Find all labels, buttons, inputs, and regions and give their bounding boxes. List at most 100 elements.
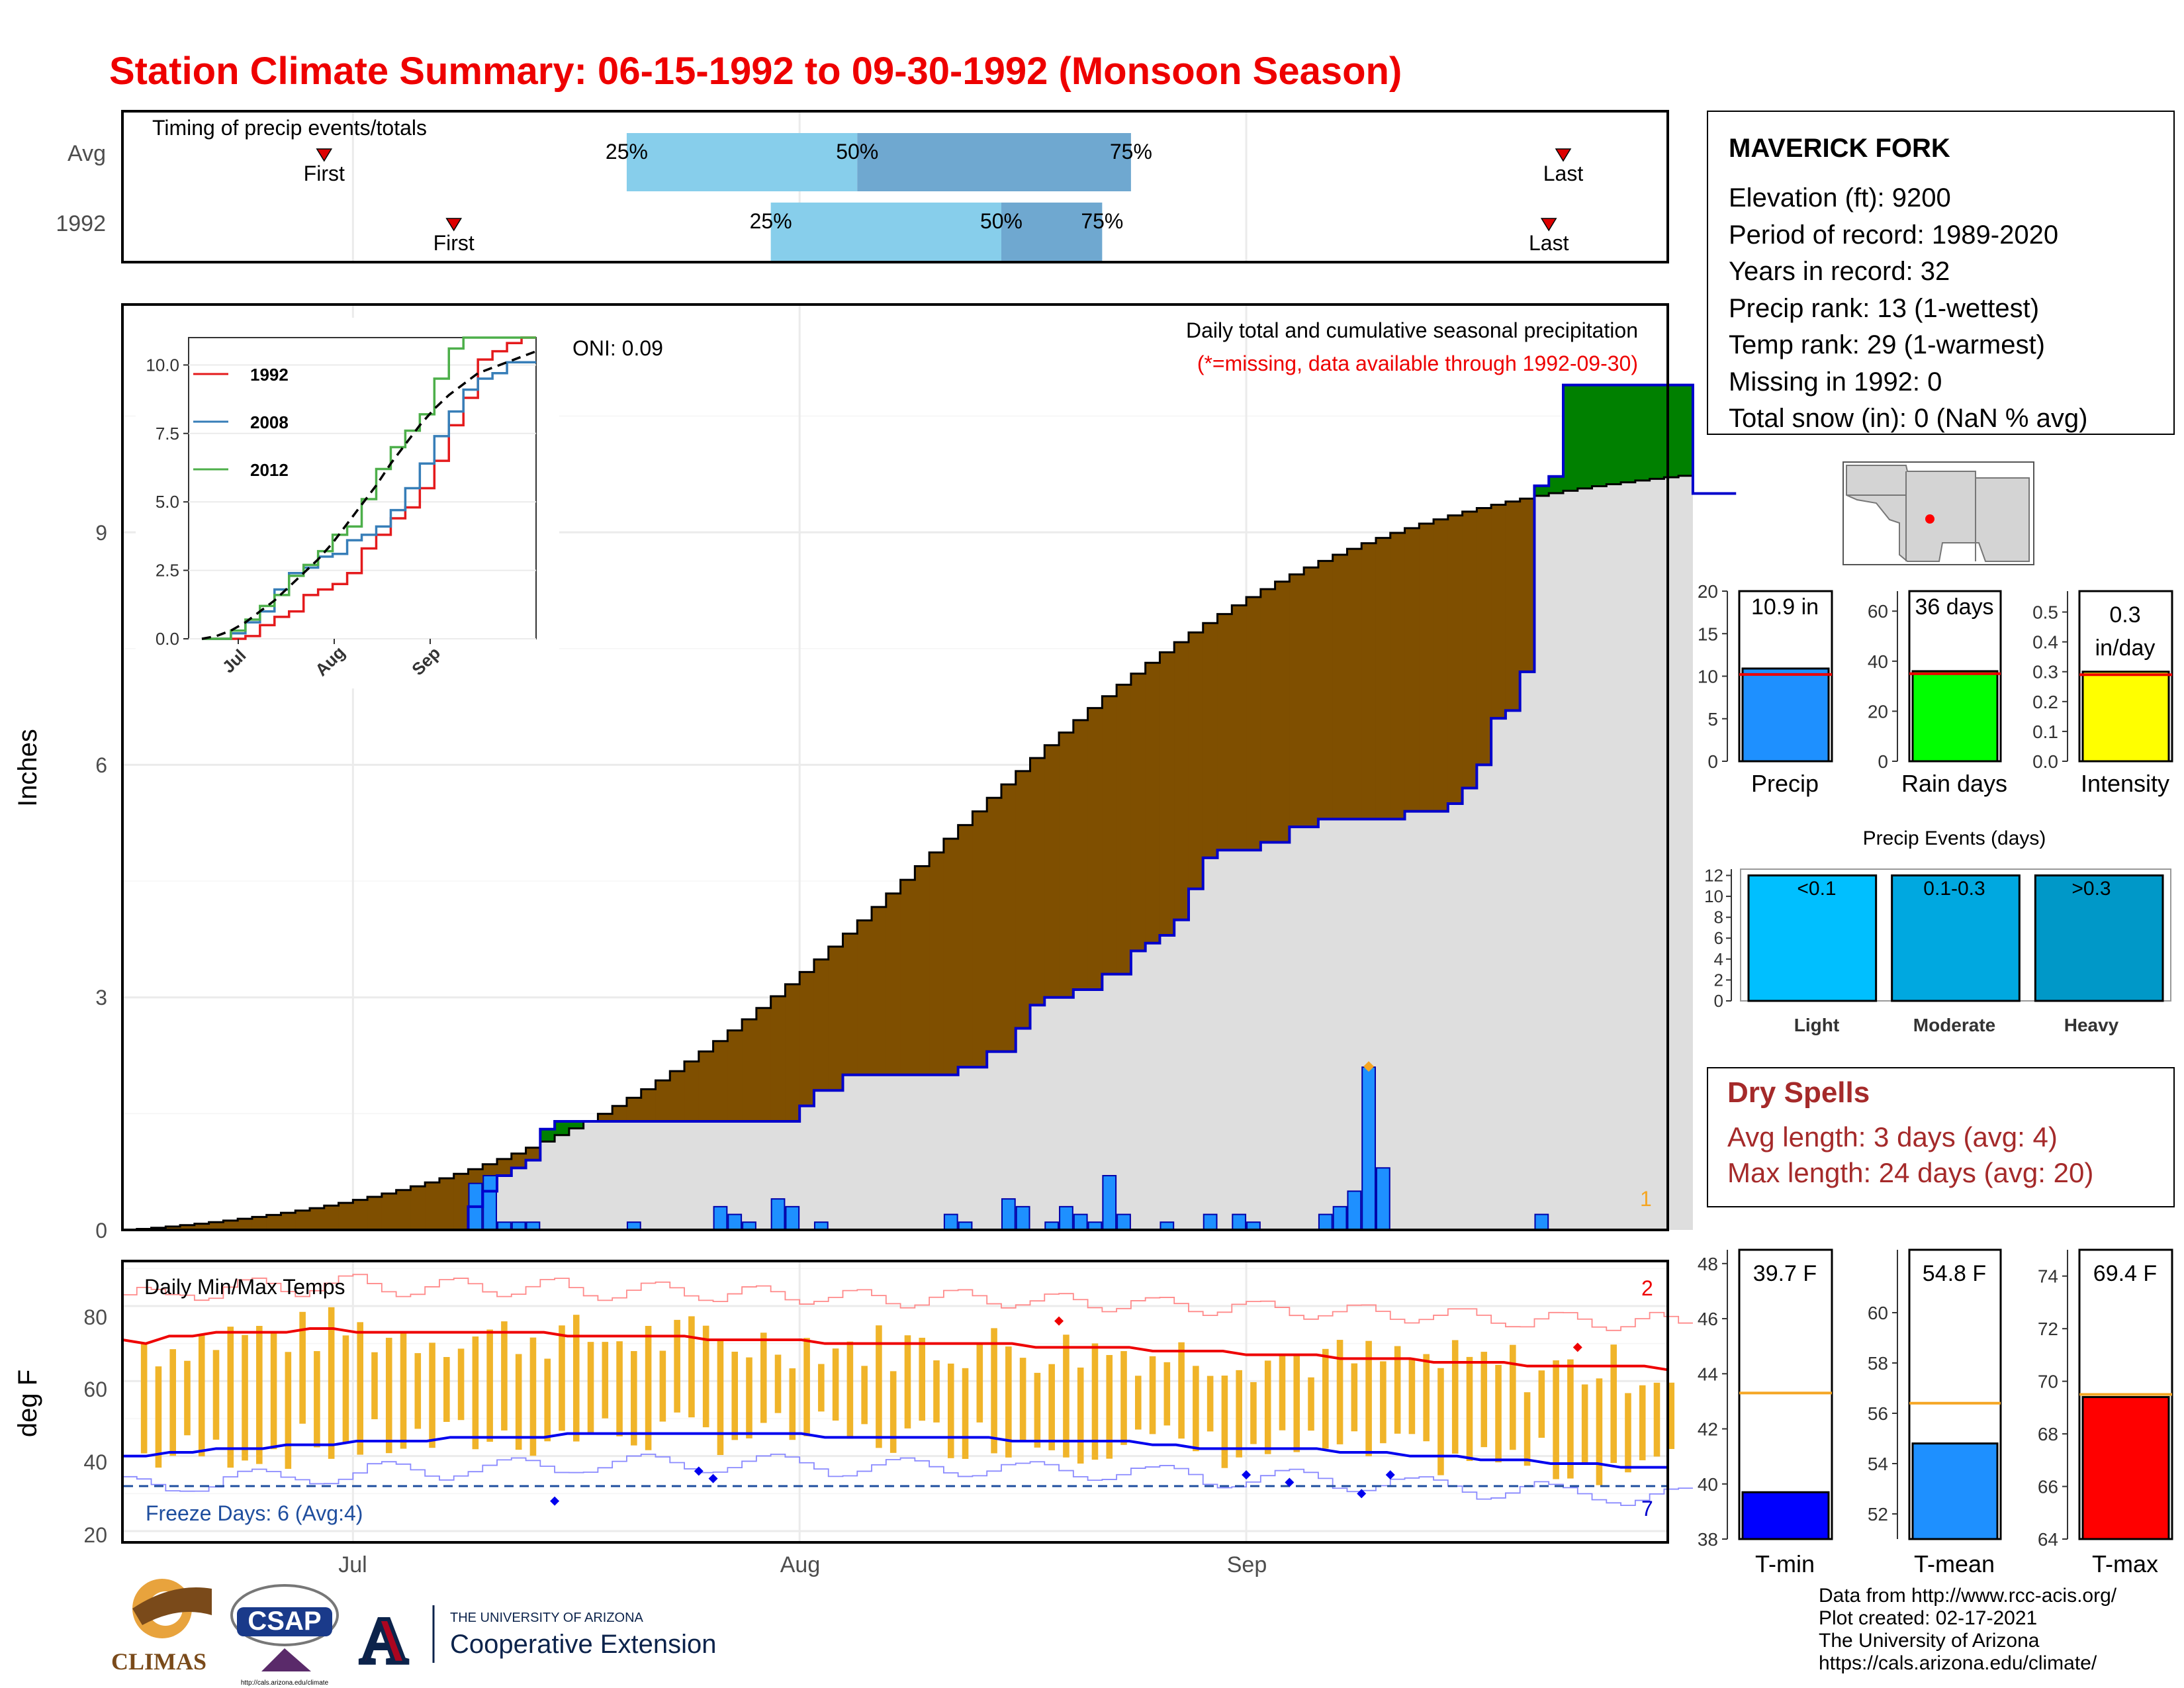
inset-legend: 1992 2008 2012 [193, 365, 289, 480]
temp-panel-label: Daily Min/Max Temps [144, 1275, 345, 1299]
dry-spells-title: Dry Spells [1727, 1076, 1870, 1109]
temp-summary-label: T-min [1755, 1550, 1815, 1577]
temp-daily-bar [962, 1368, 969, 1459]
temp-record-marker [1385, 1470, 1395, 1479]
temp-daily-bar [947, 1363, 954, 1458]
temp-y-tick: 60 [83, 1378, 107, 1401]
temp-daily-bar [572, 1315, 580, 1442]
events-tick: 12 [1704, 865, 1723, 885]
precip-deficit-segment [1217, 614, 1232, 851]
inset-y-tick: 2.5 [156, 561, 179, 581]
temp-daily-bar [1423, 1354, 1430, 1442]
precip-average-line [122, 475, 1693, 1231]
inset-average-line [201, 350, 537, 640]
summary-label: Rain days [1901, 770, 2007, 797]
temp-daily-bar [1293, 1356, 1300, 1452]
temp-summary-bars: 38 40 42 44 46 48 52 54 56 58 60 64 66 68 70 72 74 T-min 3… [1698, 1248, 2173, 1577]
legend-label-2012: 2012 [250, 460, 289, 480]
temp-daily-bar [1394, 1346, 1401, 1434]
precip-deficit-segment [1073, 720, 1089, 990]
precip-deficit-segment [742, 1019, 757, 1122]
precip-deficit-segment [1404, 528, 1420, 812]
precip-deficit-segment [1419, 524, 1434, 812]
precip-deficit-segment [525, 1147, 541, 1160]
temp-daily-bar [789, 1368, 796, 1440]
precip-deficit-segment [626, 1098, 642, 1122]
precip-y-tick: 3 [95, 986, 107, 1009]
precip-daily-bar [785, 1205, 800, 1231]
summary-bar-intensity-tick: 0.5 [2032, 602, 2058, 623]
timing-row-label-1992: 1992 [56, 211, 106, 236]
precip-deficit-segment [799, 972, 815, 1106]
summary-bar-rain-days-fill [1911, 670, 1999, 763]
temp-daily-bar [472, 1336, 479, 1450]
temp-summary-t-max-fill [2081, 1395, 2170, 1540]
temp-daily-bar [486, 1329, 493, 1442]
temp-daily-bar [616, 1341, 623, 1436]
temp-summary-t-min-fill [1741, 1491, 1830, 1540]
precip-deficit-segment [1332, 555, 1348, 820]
inset-plot-frame [188, 337, 537, 639]
temp-daily-bar [1019, 1358, 1026, 1442]
ua-top-text: THE UNIVERSITY OF ARIZONA [450, 1611, 644, 1625]
inset-y-tick: 5.0 [156, 492, 179, 512]
summary-bar-intensity-tick: 0.1 [2032, 722, 2058, 742]
temp-summary-t-min-frame [1738, 1248, 1833, 1540]
temp-daily-bar [169, 1349, 176, 1456]
csap-logo-text: CSAP [248, 1607, 321, 1636]
temp-summary-value: 39.7 F [1753, 1261, 1817, 1286]
temp-summary-t-min-tick: 40 [1698, 1474, 1718, 1495]
temp-daily-bar [1553, 1360, 1559, 1479]
summary-bar-rain-days-tick: 60 [1868, 601, 1888, 622]
precip-deficit-segment [943, 839, 959, 1075]
precip-deficit-segment [1275, 581, 1290, 843]
precip-daily-bar [727, 1213, 743, 1231]
timing-first-marker [316, 148, 333, 162]
temp-daily-bar [889, 1371, 897, 1453]
temp-daily-bar [1351, 1363, 1358, 1432]
precip-deficit-segment [1232, 605, 1247, 851]
temp-daily-bar [1279, 1355, 1286, 1430]
summary-value: 10.9 in [1751, 594, 1819, 620]
precip-deficit-segment [1015, 771, 1031, 1029]
temp-summary-t-max-tick: 72 [2038, 1319, 2058, 1339]
precip-deficit-segment [238, 1219, 253, 1230]
precip-deficit-segment [655, 1080, 670, 1122]
precip-surplus-segment [1664, 385, 1679, 478]
temp-daily-bar [270, 1331, 277, 1450]
precip-deficit-segment [1130, 673, 1146, 951]
precip-deficit-segment [872, 907, 887, 1075]
precip-daily-bar [1375, 1167, 1390, 1231]
temp-daily-bar [1596, 1378, 1603, 1485]
page-title: Station Climate Summary: 06-15-1992 to 0… [109, 50, 1402, 93]
csap-banner [237, 1607, 332, 1636]
precip-deficit-segment [367, 1197, 383, 1230]
temp-daily-bar [631, 1351, 637, 1446]
x-tick-jul: Jul [338, 1552, 367, 1577]
temp-record-marker [708, 1474, 718, 1483]
precip-panel: Inches 0 3 6 9 Daily total and cumulativ… [13, 303, 1737, 1243]
precip-daily-bar [1318, 1213, 1333, 1231]
temp-daily-bar [1163, 1362, 1171, 1426]
csap-mountains [261, 1648, 311, 1671]
precip-panel-border [121, 303, 1669, 1231]
precip-daily-bar [1347, 1190, 1362, 1231]
precip-surplus-segment [1563, 385, 1578, 491]
precip-deficit-segment [1160, 652, 1175, 936]
dry-spells-avg: Avg length: 3 days (avg: 4) [1727, 1121, 2058, 1152]
temp-daily-bar [674, 1319, 680, 1413]
station-line: Period of record: 1989-2020 [1729, 220, 2058, 250]
summary-value-unit: in/day [2095, 635, 2156, 661]
precip-deficit-segment [497, 1158, 512, 1176]
precip-deficit-segment [770, 996, 786, 1122]
temp-daily-bar [774, 1354, 782, 1413]
temp-record-marker [1285, 1477, 1295, 1487]
precip-daily-bars [468, 1061, 1549, 1231]
events-bar-heavy [2034, 874, 2164, 1002]
inset-series-1992 [202, 336, 536, 640]
logos: CLIMAS CSAP http://cals.arizona.edu/clim… [111, 1579, 716, 1687]
precip-deficit-segment [1477, 508, 1492, 765]
temp-daily-bars [140, 1307, 1675, 1485]
temp-daily-bar [1264, 1360, 1271, 1454]
x-axis: Jul Aug Sep [338, 1552, 1267, 1577]
